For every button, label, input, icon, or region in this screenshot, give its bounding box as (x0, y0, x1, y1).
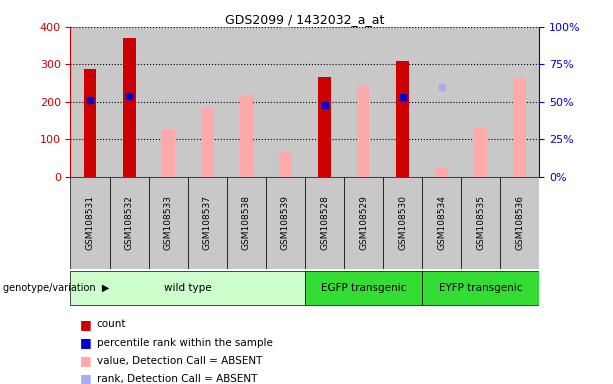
Bar (70, 271, 305, 305)
Bar (500, 27, 539, 177)
Text: EYFP transgenic: EYFP transgenic (439, 283, 522, 293)
Text: genotype/variation  ▶: genotype/variation ▶ (3, 283, 110, 293)
Bar (188, 177, 227, 269)
Bar (318, 78, 331, 177)
Bar (149, 177, 188, 269)
Bar (435, 169, 448, 177)
Bar (462, 177, 500, 269)
Bar (383, 177, 422, 269)
Bar (305, 177, 344, 269)
Bar (279, 151, 292, 177)
Bar (474, 128, 487, 177)
Text: GSM108536: GSM108536 (516, 195, 524, 250)
Text: EGFP transgenic: EGFP transgenic (321, 283, 406, 293)
Text: GSM108532: GSM108532 (124, 195, 134, 250)
Text: count: count (97, 319, 126, 329)
Bar (357, 85, 370, 177)
Text: GSM108530: GSM108530 (398, 195, 407, 250)
Bar (514, 78, 527, 177)
Text: GSM108539: GSM108539 (281, 195, 290, 250)
Text: GSM108535: GSM108535 (476, 195, 485, 250)
Text: percentile rank within the sample: percentile rank within the sample (97, 338, 273, 348)
Bar (123, 38, 135, 177)
Bar (227, 177, 266, 269)
Bar (305, 271, 422, 305)
Text: GSM108528: GSM108528 (320, 195, 329, 250)
Bar (162, 130, 175, 177)
Text: GSM108537: GSM108537 (203, 195, 211, 250)
Bar (149, 27, 188, 177)
Text: ■: ■ (80, 336, 91, 349)
Bar (188, 27, 227, 177)
Text: GSM108533: GSM108533 (164, 195, 173, 250)
Bar (110, 177, 149, 269)
Text: GSM108538: GSM108538 (242, 195, 251, 250)
Bar (383, 27, 422, 177)
Bar (110, 27, 149, 177)
Bar (266, 27, 305, 177)
Bar (422, 27, 462, 177)
Bar (201, 108, 214, 177)
Text: ■: ■ (80, 318, 91, 331)
Text: GSM108529: GSM108529 (359, 195, 368, 250)
Text: ■: ■ (80, 372, 91, 384)
Text: rank, Detection Call = ABSENT: rank, Detection Call = ABSENT (97, 374, 257, 384)
Bar (344, 177, 383, 269)
Text: wild type: wild type (164, 283, 211, 293)
Title: GDS2099 / 1432032_a_at: GDS2099 / 1432032_a_at (226, 13, 384, 26)
Bar (500, 177, 539, 269)
Bar (422, 271, 539, 305)
Bar (462, 27, 500, 177)
Bar (422, 177, 462, 269)
Text: GSM108531: GSM108531 (86, 195, 94, 250)
Bar (70, 177, 110, 269)
Bar (227, 27, 266, 177)
Bar (396, 61, 409, 177)
Bar (240, 95, 253, 177)
Bar (70, 27, 110, 177)
Bar (83, 69, 96, 177)
Text: ■: ■ (80, 354, 91, 367)
Bar (344, 27, 383, 177)
Bar (305, 27, 344, 177)
Text: GSM108534: GSM108534 (437, 195, 446, 250)
Text: value, Detection Call = ABSENT: value, Detection Call = ABSENT (97, 356, 262, 366)
Bar (266, 177, 305, 269)
